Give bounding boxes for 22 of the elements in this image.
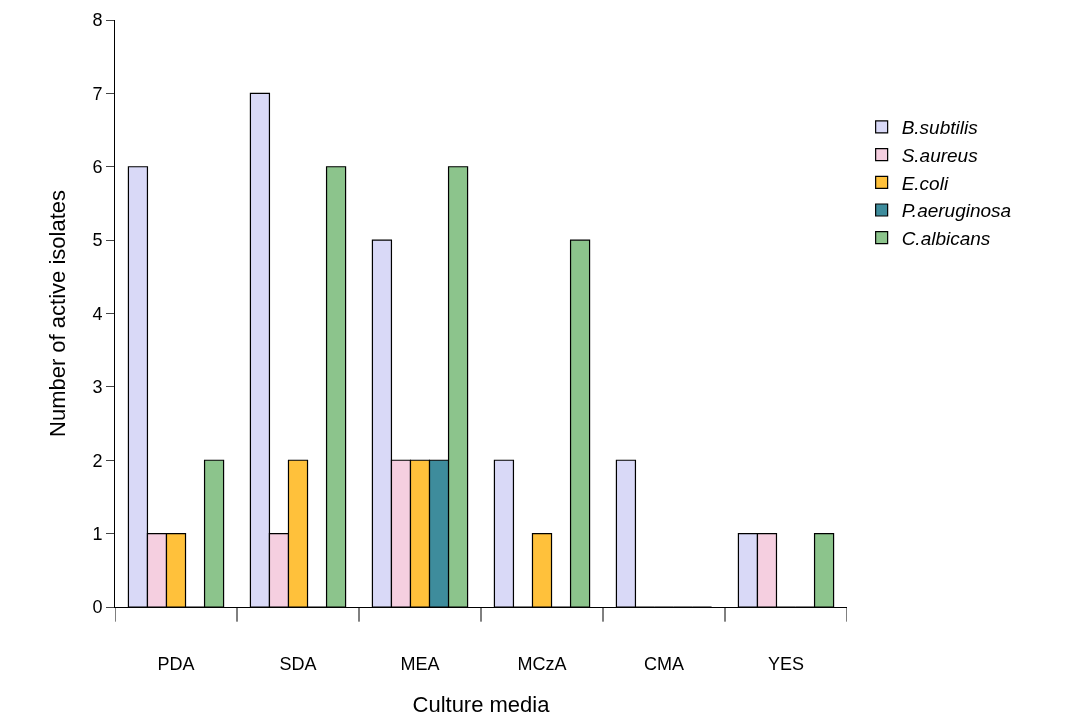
- y-tick-label: 1: [92, 523, 103, 544]
- y-tick-label: 8: [92, 10, 103, 31]
- y-tick-label: 6: [92, 157, 103, 178]
- x-tick-label: SDA: [279, 653, 317, 674]
- x-tick-label: MCzA: [517, 653, 567, 674]
- y-tick-label: 7: [92, 83, 103, 104]
- y-tick-label: 5: [92, 230, 103, 251]
- legend-label: S.aureus: [901, 145, 979, 167]
- x-axis-title: Culture media: [412, 692, 551, 717]
- legend-label: P.aeruginosa: [901, 200, 1012, 222]
- y-tick-label: 2: [92, 450, 103, 471]
- y-axis-title: Number of active isolates: [45, 190, 71, 437]
- x-tick-label: YES: [767, 653, 805, 674]
- x-tick-label: PDA: [157, 653, 195, 674]
- y-tick-label: 0: [92, 597, 103, 618]
- legend-label: B.subtilis: [901, 117, 979, 139]
- x-tick-label: CMA: [644, 653, 684, 674]
- x-tick-label: MEA: [400, 653, 440, 674]
- legend-label: C.albicans: [901, 228, 991, 250]
- y-tick-label: 3: [92, 377, 103, 398]
- y-tick-label: 4: [92, 303, 103, 324]
- legend-label: E.coli: [901, 172, 949, 194]
